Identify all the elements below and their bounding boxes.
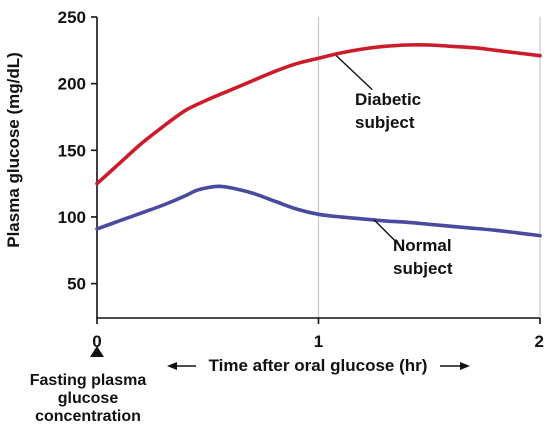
- y-tick-label-100: 100: [58, 208, 86, 227]
- fasting-footnote-line-1: Fasting plasma: [30, 372, 147, 389]
- fasting-footnote-line-2: glucose: [58, 390, 119, 407]
- fasting-footnote-line-3: concentration: [35, 408, 141, 425]
- annotation-layer: Diabetic subject Normal subject: [335, 55, 453, 278]
- series-layer: [95, 43, 542, 238]
- axes-layer: 50 100 150 200 250 0 1 2: [58, 8, 544, 370]
- y-tick-label-150: 150: [58, 141, 86, 160]
- x-tick-label-2: 2: [535, 332, 544, 351]
- x-tick-label-1: 1: [314, 332, 323, 351]
- annotation-label-normal-subject-line-1: Normal: [393, 236, 452, 255]
- series-line-diabetic-subject: [95, 43, 542, 186]
- x-tick-label-0: 0: [92, 332, 101, 351]
- series-line-normal-subject: [95, 184, 542, 238]
- x-axis-arrow-left-head: [167, 362, 177, 370]
- annotation-label-diabetic-subject-line-1: Diabetic: [355, 90, 421, 109]
- y-tick-label-200: 200: [58, 75, 86, 94]
- fasting-marker: [90, 346, 104, 357]
- annotation-label-diabetic-subject-line-2: subject: [355, 113, 415, 132]
- grid-layer: [317, 17, 541, 318]
- y-axis-title: Plasma glucose (mg/dL): [4, 52, 23, 248]
- leader-line-normal-subject: [373, 219, 401, 247]
- fasting-marker-triangle: [90, 346, 104, 357]
- y-tick-label-50: 50: [67, 275, 86, 294]
- y-tick-label-250: 250: [58, 8, 86, 27]
- x-axis-title: Time after oral glucose (hr): [209, 356, 428, 375]
- annotation-label-normal-subject-line-2: subject: [393, 259, 453, 278]
- leader-line-diabetic-subject: [335, 55, 373, 91]
- x-axis-arrow-right-head: [460, 362, 470, 370]
